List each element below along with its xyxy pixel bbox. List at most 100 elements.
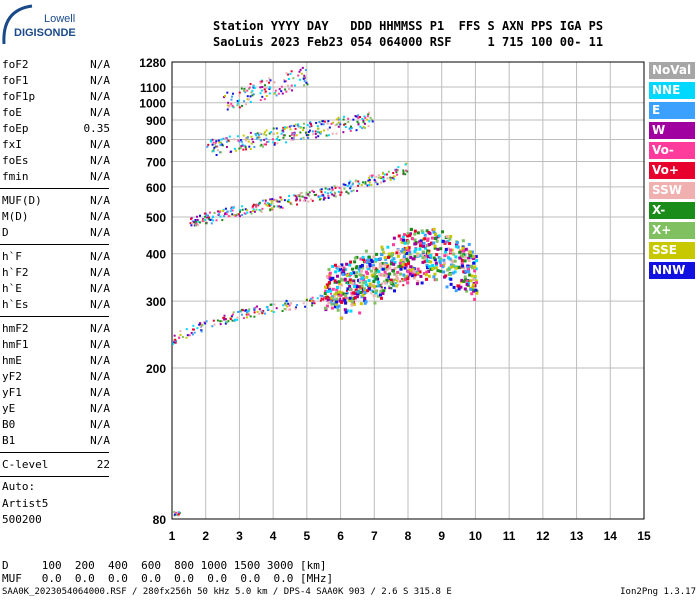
param-value: N/A (90, 106, 110, 119)
echo-point (273, 92, 276, 95)
echo-point (312, 300, 315, 303)
echo-point (213, 323, 216, 326)
echo-point (403, 266, 407, 270)
echo-point (418, 247, 422, 251)
echo-point (244, 91, 247, 94)
echo-point (243, 87, 246, 90)
echo-point (245, 137, 248, 140)
echo-point (347, 192, 350, 195)
echo-point (345, 292, 348, 295)
echo-point (361, 266, 365, 270)
echo-point (223, 316, 226, 319)
echo-point (375, 275, 379, 279)
param-value: N/A (90, 434, 110, 447)
echo-point (277, 92, 280, 95)
echo-point (339, 293, 343, 297)
x-tick-label: 6 (337, 529, 344, 543)
echo-point (173, 511, 176, 514)
echo-point (259, 139, 262, 142)
echo-point (368, 111, 371, 114)
legend-item-vo: Vo- (649, 142, 695, 159)
param-row: B1 N/A (2, 434, 110, 448)
echo-point (363, 122, 366, 125)
echo-point (372, 290, 375, 293)
echo-point (279, 196, 282, 199)
echo-point (348, 263, 352, 267)
echo-point (290, 203, 293, 206)
echo-point (347, 117, 350, 120)
echo-point (224, 318, 227, 321)
echo-point (406, 259, 410, 263)
y-tick-label: 200 (146, 362, 166, 376)
echo-point (425, 270, 429, 274)
echo-point (350, 190, 353, 193)
echo-point (271, 138, 274, 141)
echo-point (371, 174, 374, 177)
echo-point (268, 81, 271, 84)
echo-point (295, 196, 298, 199)
echo-point (352, 291, 356, 295)
echo-point (318, 131, 321, 134)
echo-point (248, 98, 251, 101)
echo-point (203, 218, 206, 221)
echo-point (299, 68, 302, 71)
echo-point (357, 180, 360, 183)
echo-point (389, 178, 392, 181)
echo-point (384, 257, 388, 261)
echo-point (270, 131, 273, 134)
echo-point (450, 259, 454, 263)
echo-point (191, 221, 194, 224)
echo-point (250, 142, 253, 145)
echo-point (392, 178, 395, 181)
echo-point (449, 282, 453, 286)
echo-point (275, 127, 278, 130)
echo-point (335, 297, 339, 301)
param-name: B1 (2, 434, 16, 447)
echo-point (191, 333, 194, 336)
echo-point (319, 299, 322, 302)
echo-point (224, 322, 227, 325)
echo-point (372, 279, 376, 283)
echo-point (357, 117, 360, 120)
echo-point (469, 287, 473, 291)
echo-point (237, 139, 240, 142)
echo-point (224, 207, 227, 210)
echo-point (420, 281, 424, 285)
echo-point (380, 245, 384, 249)
param-value: N/A (90, 58, 110, 71)
echo-point (402, 238, 406, 242)
param-value: N/A (90, 402, 110, 415)
echo-point (428, 243, 432, 247)
echo-point (185, 336, 188, 339)
param-name: fxI (2, 138, 22, 151)
echo-point (285, 72, 288, 75)
echo-point (402, 169, 405, 172)
echo-point (177, 511, 180, 514)
echo-point (359, 125, 362, 128)
echo-point (290, 133, 293, 136)
param-value: N/A (90, 386, 110, 399)
echo-point (392, 257, 396, 261)
echo-point (433, 258, 437, 262)
echo-point (392, 243, 396, 247)
echo-point (320, 190, 323, 193)
echo-point (338, 299, 342, 303)
echo-point (219, 141, 222, 144)
echo-point (172, 342, 175, 345)
echo-point (439, 269, 443, 273)
echo-point (244, 89, 247, 92)
echo-point (286, 305, 289, 308)
echo-point (387, 252, 391, 256)
echo-point (320, 297, 323, 300)
echo-point (359, 257, 363, 261)
echo-point (227, 139, 230, 142)
echo-point (452, 264, 456, 268)
echo-point (396, 254, 400, 258)
echo-point (362, 119, 365, 122)
echo-point (382, 289, 386, 293)
echo-point (209, 139, 212, 142)
echo-point (256, 136, 259, 139)
echo-point (401, 263, 405, 267)
echo-point (290, 302, 293, 305)
echo-point (448, 241, 452, 245)
